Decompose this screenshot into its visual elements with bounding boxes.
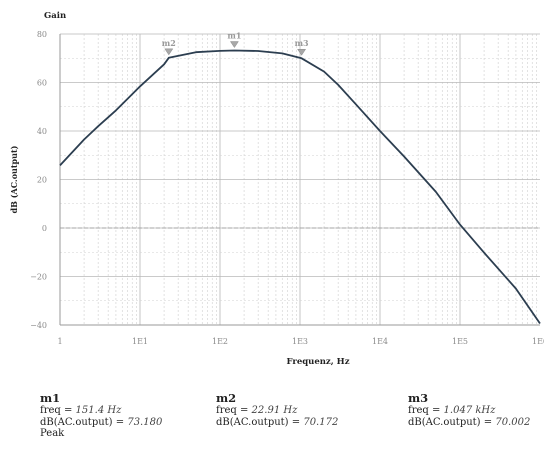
gain-curve: [59, 49, 541, 325]
marker-name: m1: [40, 391, 61, 405]
x-tick-label: 1E5: [452, 337, 468, 346]
marker-readout-m1: m1 freq = 151.4 Hz dB(AC.output) = 73.18…: [40, 392, 162, 440]
marker-m2-triangle-icon: [164, 48, 174, 56]
x-tick-label: 1E6: [532, 337, 544, 346]
x-axis-label: Frequenz, Hz: [286, 357, 349, 367]
y-tick-label: 20: [37, 176, 47, 185]
freq-value: 22.91 Hz: [251, 405, 298, 416]
y-tick-label: −20: [30, 273, 47, 282]
x-tick-label: 1: [57, 337, 62, 346]
db-label: dB(AC.output) =: [408, 416, 496, 428]
db-label: dB(AC.output) =: [40, 416, 128, 428]
marker-m3-label: m3: [295, 38, 309, 48]
marker-note: Peak: [40, 428, 65, 439]
marker-m1-label: m1: [227, 31, 241, 41]
marker-readout-m2: m2 freq = 22.91 Hz dB(AC.output) = 70.17…: [216, 392, 338, 428]
gain-chart: −40 −20 0 20 40 60 80 1 1E1 1E2 1E3 1E4 1E5 1E6 Gain Fr…: [9, 11, 544, 367]
freq-value: 151.4 Hz: [75, 405, 122, 416]
marker-readout-m3: m3 freq = 1.047 kHz dB(AC.output) = 70.0…: [408, 392, 530, 428]
db-value: 70.172: [303, 416, 339, 428]
x-tick-label: 1E2: [212, 337, 228, 346]
marker-m2-label: m2: [162, 38, 176, 48]
y-tick-label: 80: [37, 30, 47, 39]
x-tick-label: 1E1: [132, 337, 148, 346]
marker-name: m3: [408, 391, 429, 405]
marker-m1-triangle-icon: [229, 41, 239, 48]
chart-title: Gain: [44, 11, 66, 21]
y-axis-label: dB (AC.output): [9, 145, 19, 213]
db-value: 73.180: [127, 416, 163, 428]
db-label: dB(AC.output) =: [216, 416, 304, 428]
freq-label: freq =: [408, 405, 444, 416]
marker-m3-triangle-icon: [297, 48, 307, 56]
freq-label: freq =: [216, 405, 252, 416]
x-tick-label: 1E4: [372, 337, 388, 346]
y-tick-label: 60: [37, 79, 47, 88]
y-tick-label: 0: [42, 224, 47, 233]
x-tick-label: 1E3: [292, 337, 308, 346]
y-tick-label: 40: [37, 127, 47, 136]
freq-value: 1.047 kHz: [443, 405, 496, 416]
db-value: 70.002: [495, 416, 531, 428]
y-tick-label: −40: [30, 321, 47, 330]
marker-name: m2: [216, 391, 237, 405]
freq-label: freq =: [40, 405, 76, 416]
